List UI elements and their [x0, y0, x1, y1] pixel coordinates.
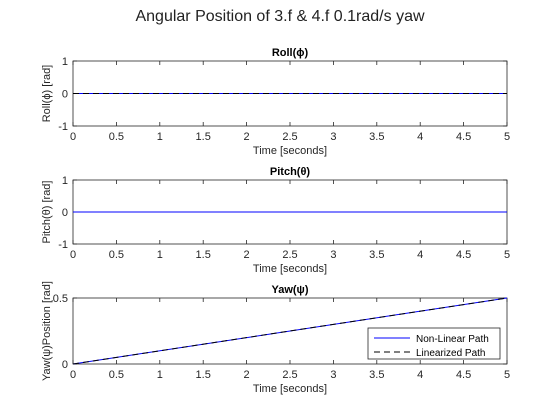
x-tick-label: 4.5 [456, 369, 471, 381]
x-tick-label: 5 [504, 249, 510, 261]
figure-title: Angular Position of 3.f & 4.f 0.1rad/s y… [135, 8, 425, 25]
x-tick-label: 4.5 [456, 131, 471, 143]
x-tick-label: 1.5 [196, 369, 211, 381]
y-tick-label: 0 [62, 89, 68, 101]
x-tick-label: 0.5 [109, 369, 124, 381]
y-axis-label: Yaw(ψ)Position [rad] [41, 281, 53, 381]
x-tick-label: 2 [244, 131, 250, 143]
y-tick-label: 1 [62, 56, 68, 68]
series-line-2 [72, 297, 508, 365]
y-axis-label: Roll(ϕ) [rad] [41, 65, 53, 123]
x-tick-label: 3 [330, 131, 336, 143]
x-tick-label: 3.5 [369, 369, 384, 381]
x-tick-label: 4 [417, 131, 423, 143]
subplot-title: Pitch(θ) [270, 166, 311, 178]
legend: Non-Linear Path Linearized Path [367, 327, 501, 360]
x-tick-label: 3 [330, 249, 336, 261]
x-tick-label: 1 [157, 131, 163, 143]
subplot-title: Yaw(ψ) [271, 284, 308, 296]
x-tick-label: 2 [244, 369, 250, 381]
x-tick-label: 3.5 [369, 131, 384, 143]
x-tick-label: 5 [504, 131, 510, 143]
x-tick-label: 0 [70, 131, 76, 143]
x-tick-label: 1.5 [196, 131, 211, 143]
subplot-title: Roll(ϕ) [272, 47, 309, 59]
x-tick-label: 3.5 [369, 249, 384, 261]
y-tick-label: 0.5 [53, 293, 68, 305]
y-tick-label: 1 [62, 175, 68, 187]
x-tick-label: 2 [244, 249, 250, 261]
x-axis-label: Time [seconds] [253, 145, 327, 157]
x-tick-label: 4.5 [456, 249, 471, 261]
legend-label: Non-Linear Path [416, 334, 489, 345]
y-tick-label: 0 [62, 207, 68, 219]
x-tick-label: 0 [70, 369, 76, 381]
x-tick-label: 1 [157, 249, 163, 261]
y-tick-label: -1 [58, 239, 68, 251]
x-tick-label: 2.5 [282, 249, 297, 261]
y-tick-label: -1 [58, 121, 68, 133]
x-tick-label: 0 [70, 249, 76, 261]
x-tick-label: 1 [157, 369, 163, 381]
x-tick-label: 4 [417, 249, 423, 261]
x-tick-label: 0.5 [109, 249, 124, 261]
legend-label: Linearized Path [416, 348, 486, 359]
x-tick-label: 2.5 [282, 369, 297, 381]
y-axis-label: Pitch(θ) [rad] [41, 181, 53, 244]
legend-box [367, 327, 501, 360]
x-tick-label: 1.5 [196, 249, 211, 261]
x-axis-label: Time [seconds] [253, 383, 327, 395]
subplot-3: 0 0.5 1 1.5 2 2.5 3 3.5 4 4.5 5 0 0.5 Yaw(ψ) Time [sec… [41, 281, 510, 395]
x-tick-label: 5 [504, 369, 510, 381]
x-tick-label: 3 [330, 369, 336, 381]
x-axis-label: Time [seconds] [253, 263, 327, 275]
y-tick-label: 0 [62, 359, 68, 371]
x-tick-label: 2.5 [282, 131, 297, 143]
x-tick-label: 0.5 [109, 131, 124, 143]
x-tick-label: 4 [417, 369, 423, 381]
